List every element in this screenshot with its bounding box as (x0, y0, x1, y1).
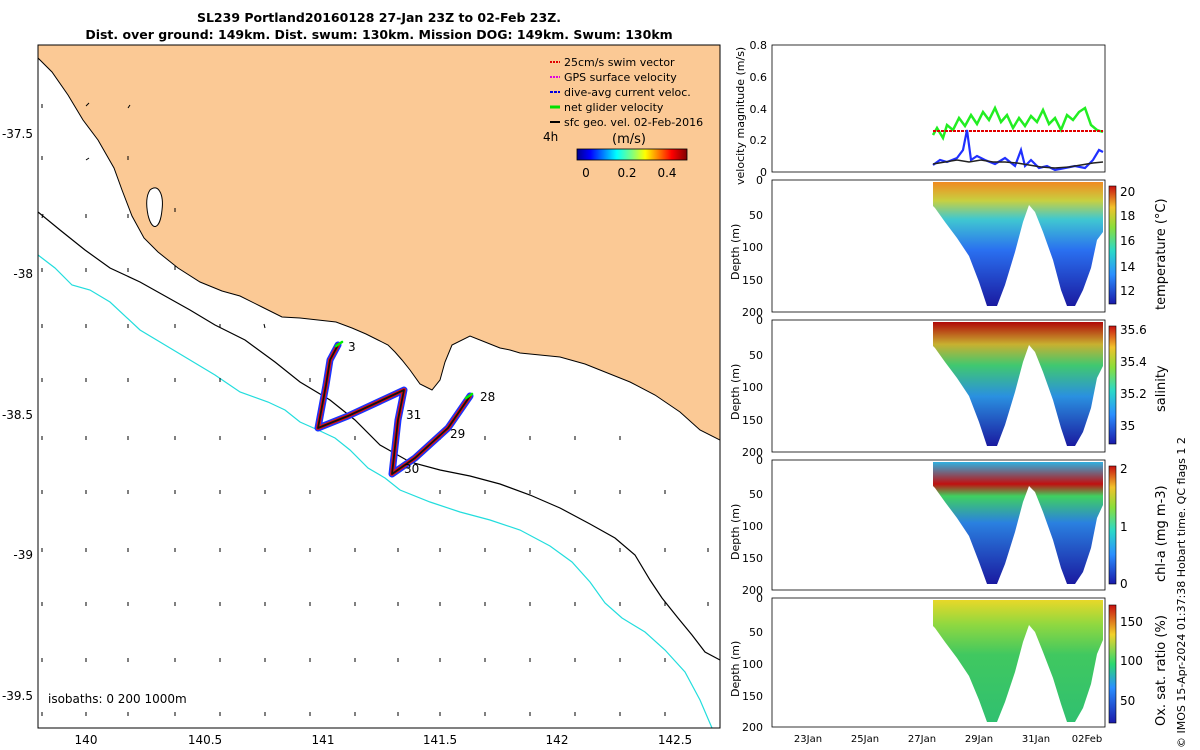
date-tick: 31Jan (1022, 734, 1050, 745)
ox-cbar-tick: 100 (1120, 654, 1143, 668)
lat-tick: -38 (13, 267, 33, 281)
oxygen-panel: 0 50 100 150 200 Depth (m) 150 100 50 Ox… (729, 592, 1169, 734)
sal-cbar-label: salinity (1154, 365, 1169, 412)
land-mass (38, 45, 720, 440)
sal-cbar-tick: 35.4 (1120, 355, 1147, 369)
temp-cbar-tick: 16 (1120, 234, 1135, 248)
colorbar-tick: 0 (582, 166, 590, 180)
plot-title-line1: SL239 Portland20160128 27-Jan 23Z to 02-… (196, 10, 562, 25)
ox-cbar-tick: 50 (1120, 694, 1135, 708)
date-tick: 02Feb (1072, 734, 1102, 745)
lat-tick: -38.5 (2, 408, 33, 422)
salinity-panel: 0 50 100 150 200 Depth (m) 35.6 35.4 35.… (729, 314, 1169, 459)
chl-cbar-tick: 2 (1120, 462, 1128, 476)
temp-cbar-tick: 12 (1120, 284, 1135, 298)
day-label-3: 3 (348, 340, 356, 354)
chl-ytick: 200 (742, 584, 763, 597)
ox-cbar-label: Ox. sat. ratio (%) (1154, 615, 1169, 726)
sal-ytick: 200 (742, 446, 763, 459)
ox-ylabel: Depth (m) (729, 641, 742, 697)
sal-ytick: 100 (742, 381, 763, 394)
glider-track (314, 340, 474, 478)
day-label-30: 30 (404, 462, 419, 476)
speed-colorbar (576, 148, 688, 161)
chl-cbar-label: chl-a (mg m-3) (1154, 485, 1169, 582)
temp-ytick: 50 (749, 209, 763, 222)
colorbar-interval: 4h (543, 130, 558, 144)
temp-cbar-tick: 20 (1120, 185, 1135, 199)
sal-ylabel: Depth (m) (729, 364, 742, 420)
date-tick: 23Jan (794, 734, 822, 745)
legend-item: dive-avg current veloc. (564, 86, 691, 99)
velocity-ytick: 0.2 (750, 134, 768, 147)
ox-ytick: 200 (742, 721, 763, 734)
colorbar-units: (m/s) (612, 132, 646, 147)
sal-cbar-tick: 35.6 (1120, 323, 1147, 337)
lon-tick: 141.5 (423, 733, 457, 747)
velocity-ytick: 0.6 (750, 71, 768, 84)
lon-tick: 140 (75, 733, 98, 747)
date-tick: 27Jan (908, 734, 936, 745)
chl-ytick: 0 (756, 454, 763, 467)
legend-item: GPS surface velocity (564, 71, 677, 84)
lon-tick: 141 (312, 733, 335, 747)
lon-tick: 142 (546, 733, 569, 747)
day-label-28: 28 (480, 390, 495, 404)
isobaths-label: isobaths: 0 200 1000m (48, 692, 187, 706)
legend-item: 25cm/s swim vector (564, 56, 675, 69)
chl-cbar-tick: 0 (1120, 577, 1128, 591)
temp-cbar-tick: 14 (1120, 260, 1135, 274)
lat-tick: -37.5 (2, 127, 33, 141)
temp-ytick: 0 (756, 174, 763, 187)
sal-ytick: 50 (749, 349, 763, 362)
chl-ytick: 150 (742, 552, 763, 565)
velocity-ylabel: velocity magnitude (m/s) (734, 47, 747, 185)
legend-item: net glider velocity (564, 101, 664, 114)
velocity-panel: 0 0.2 0.4 0.6 0.8 velocity magnitude (m/… (734, 39, 1106, 185)
date-tick: 25Jan (851, 734, 879, 745)
ox-cbar-tick: 150 (1120, 615, 1143, 629)
legend-item: sfc geo. vel. 02-Feb-2016 (564, 116, 703, 129)
ox-ytick: 100 (742, 658, 763, 671)
isobath-200m (38, 254, 713, 728)
temp-ytick: 100 (742, 241, 763, 254)
lon-tick: 142.5 (658, 733, 692, 747)
velocity-ytick: 0.8 (750, 39, 768, 52)
sal-cbar-tick: 35.2 (1120, 387, 1147, 401)
ox-ytick: 0 (756, 592, 763, 605)
current-vector-field (41, 102, 709, 716)
velocity-ytick: 0 (760, 166, 767, 179)
imos-credit: © IMOS 15-Apr-2024 01:37:38 Hobart time.… (1175, 437, 1188, 748)
chl-ytick: 100 (742, 520, 763, 533)
temp-ytick: 200 (742, 306, 763, 319)
lon-tick: 140.5 (188, 733, 222, 747)
chl-ytick: 50 (749, 488, 763, 501)
day-label-31: 31 (406, 408, 421, 422)
velocity-ytick: 0.4 (750, 103, 768, 116)
sal-cbar-tick: 35 (1120, 419, 1135, 433)
date-tick: 29Jan (965, 734, 993, 745)
glider-track-map: 3 31 28 29 30 -37.5 -38 -38.5 -39 -39.5 … (2, 44, 721, 747)
map-legend: 25cm/s swim vector GPS surface velocity … (550, 56, 703, 129)
temp-cbar-tick: 18 (1120, 209, 1135, 223)
ox-ytick: 50 (749, 626, 763, 639)
chl-ylabel: Depth (m) (729, 504, 742, 560)
lat-tick: -39.5 (2, 689, 33, 703)
colorbar-tick: 0.4 (657, 166, 676, 180)
colorbar-tick: 0.2 (617, 166, 636, 180)
sal-ytick: 150 (742, 414, 763, 427)
temp-cbar-label: temperature (°C) (1154, 198, 1169, 310)
temperature-panel: 0 50 100 150 200 Depth (m) 20 18 16 14 1… (729, 174, 1169, 319)
glider-profile-panels: 0 0.2 0.4 0.6 0.8 velocity magnitude (m/… (729, 39, 1188, 748)
temp-ytick: 150 (742, 274, 763, 287)
chl-cbar-tick: 1 (1120, 520, 1128, 534)
day-label-29: 29 (450, 427, 465, 441)
chla-panel: 0 50 100 150 200 Depth (m) 2 1 0 chl-a (… (729, 454, 1169, 597)
temp-ylabel: Depth (m) (729, 224, 742, 280)
plot-title-line2: Dist. over ground: 149km. Dist. swum: 13… (85, 27, 673, 42)
ox-ytick: 150 (742, 690, 763, 703)
lat-tick: -39 (13, 548, 33, 562)
sal-ytick: 0 (756, 314, 763, 327)
